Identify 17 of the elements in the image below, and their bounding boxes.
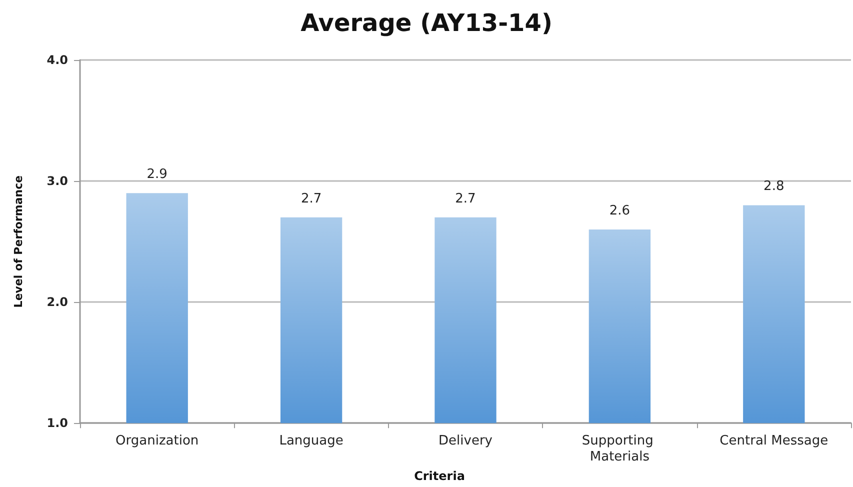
y-tick-label: 3.0 [46, 174, 68, 188]
y-tick-label: 4.0 [46, 53, 68, 67]
data-label: 2.7 [455, 191, 476, 206]
data-label: 2.6 [609, 203, 630, 218]
data-label: 2.9 [146, 167, 168, 182]
data-label: 2.8 [764, 179, 784, 194]
x-tick-label: Central Message [720, 434, 828, 449]
data-label: 2.7 [300, 191, 322, 206]
y-axis-title: Level of Performance [12, 175, 25, 308]
y-tick-label: 2.0 [46, 295, 68, 310]
x-axis-title: Criteria [414, 469, 465, 483]
x-tick-label: Organization [116, 434, 199, 449]
x-tick-label: Delivery [438, 434, 493, 449]
y-tick-label: 1.0 [46, 416, 68, 430]
x-tick-label: Language [279, 434, 344, 449]
chart-title: Average (AY13-14) [300, 9, 552, 37]
x-tick-label: Supporting Materials [582, 434, 658, 465]
